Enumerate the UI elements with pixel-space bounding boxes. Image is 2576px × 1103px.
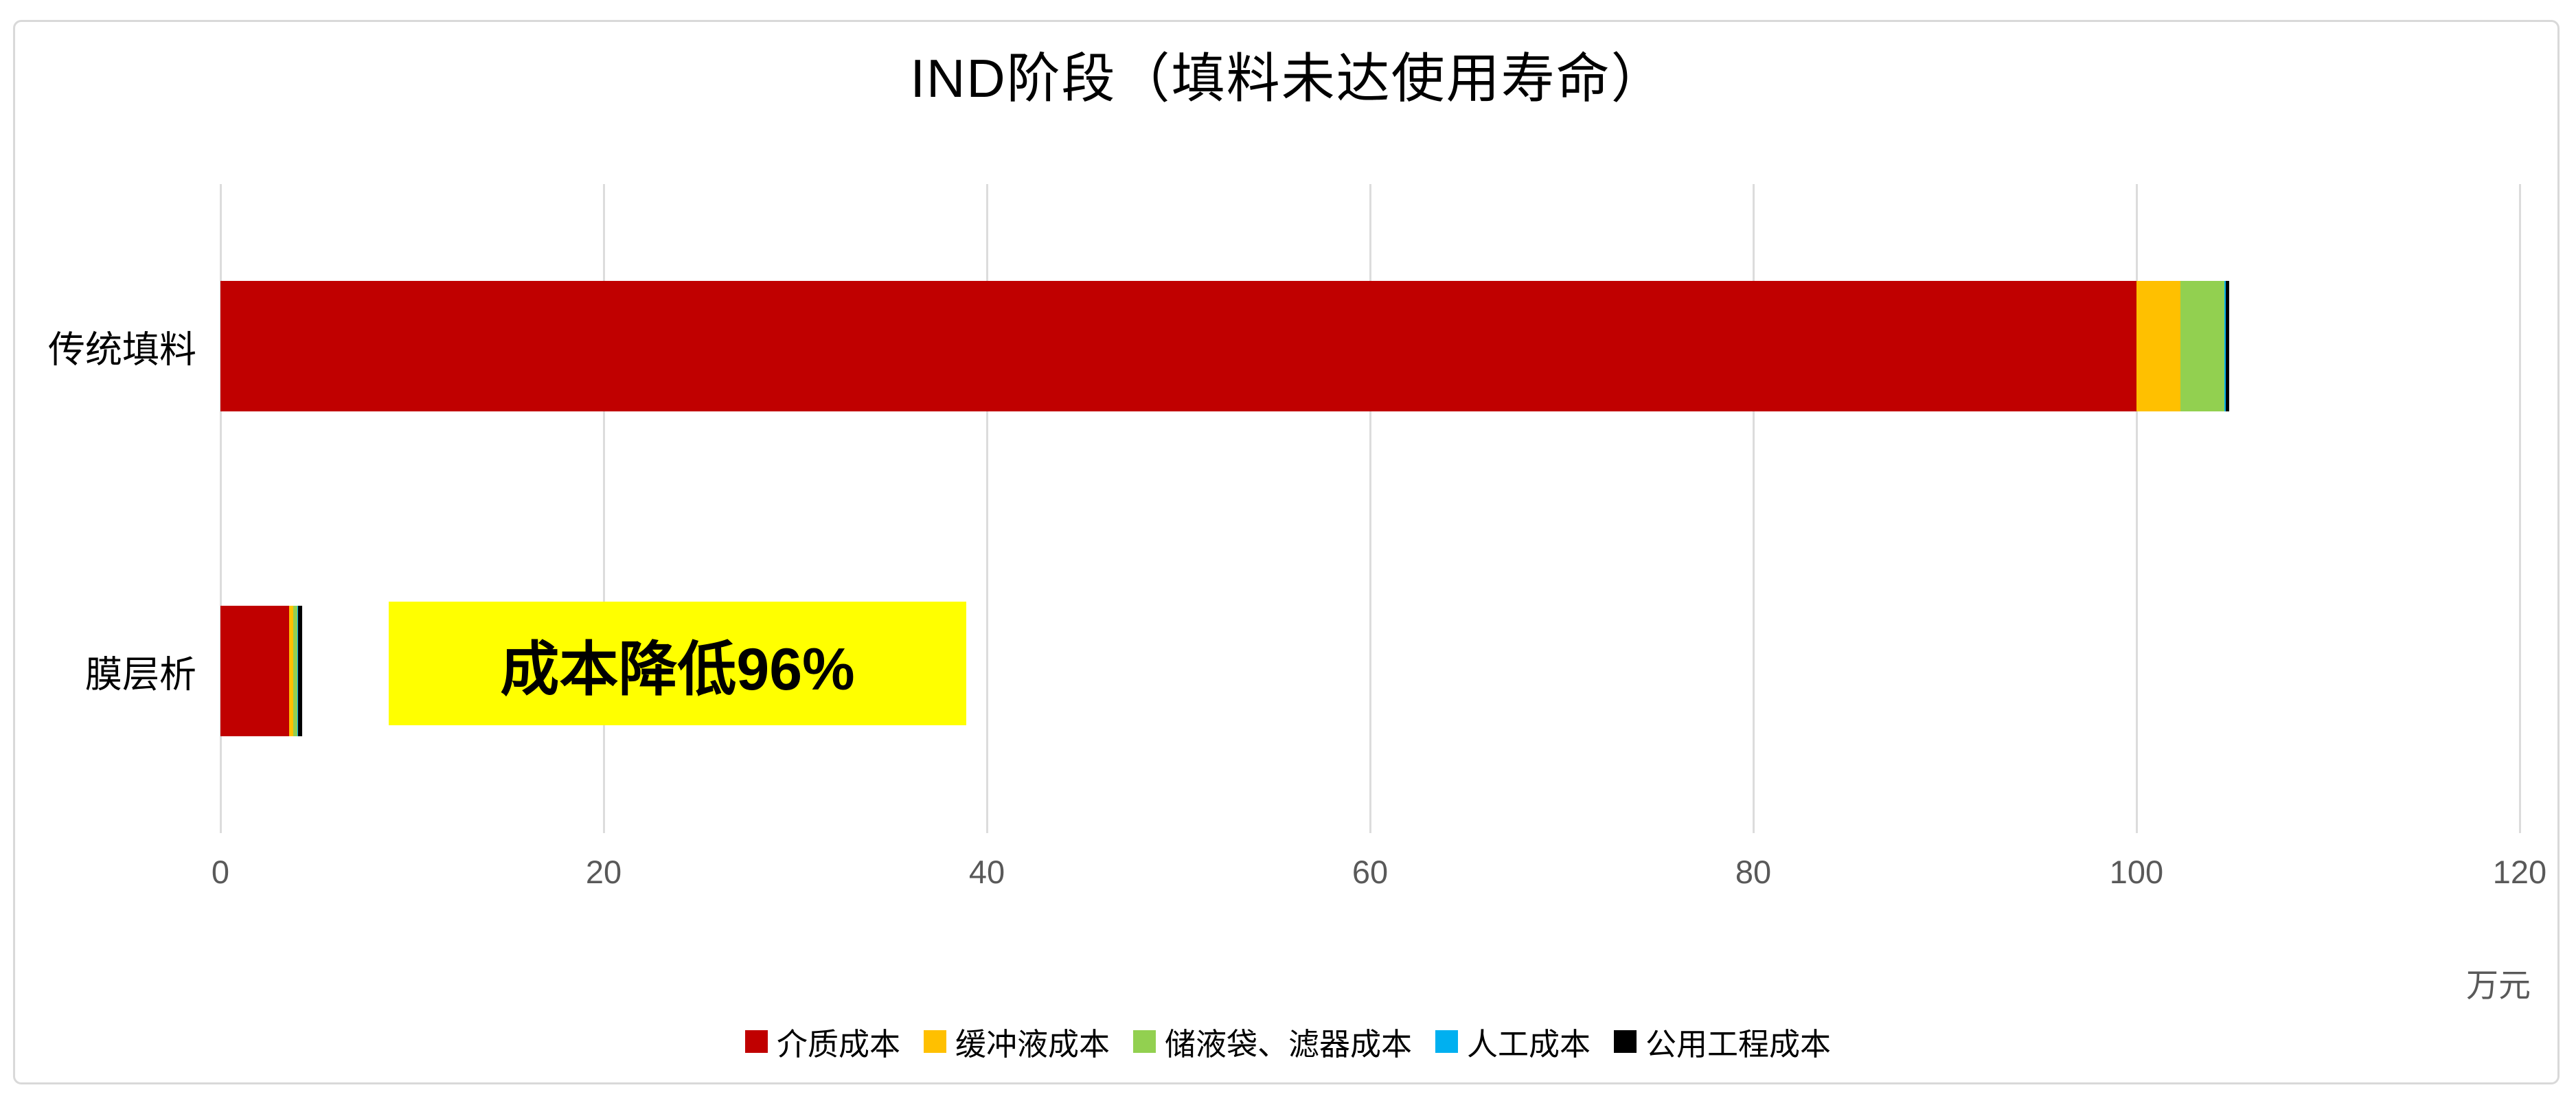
bar-segment-公用工程成本 (2225, 281, 2230, 412)
tick-label-20: 20 (585, 854, 622, 890)
category-label-膜层析: 膜层析 (85, 654, 196, 696)
bar-segment-公用工程成本 (297, 605, 302, 736)
legend-item-公用工程成本: 公用工程成本 (1614, 1019, 1831, 1064)
legend-label: 公用工程成本 (1645, 1026, 1832, 1062)
legend-item-介质成本: 介质成本 (744, 1019, 900, 1064)
tick-label-120: 120 (2492, 854, 2547, 890)
legend-swatch-icon (1614, 1030, 1637, 1053)
legend-swatch-icon (744, 1030, 768, 1053)
bar-segment-缓冲液成本 (289, 605, 294, 736)
tick-label-0: 0 (211, 854, 230, 890)
gridline-100 (2136, 184, 2138, 833)
bar-segment-缓冲液成本 (2136, 281, 2181, 412)
category-label-传统填料: 传统填料 (48, 329, 196, 371)
gridline-80 (1753, 184, 1755, 833)
axis-unit-label: 万元 (2466, 967, 2531, 1003)
legend-item-缓冲液成本: 缓冲液成本 (923, 1019, 1110, 1064)
bar-segment-储液袋、滤器成本 (293, 605, 297, 736)
legend-label: 储液袋、滤器成本 (1164, 1026, 1412, 1062)
bar-segment-人工成本 (297, 605, 298, 736)
bar-传统填料 (220, 281, 2230, 412)
tick-label-100: 100 (2109, 854, 2164, 890)
bar-segment-介质成本 (220, 281, 2136, 412)
legend-swatch-icon (1132, 1030, 1156, 1053)
gridline-120 (2519, 184, 2521, 833)
legend-swatch-icon (1435, 1030, 1458, 1053)
gridline-20 (603, 184, 605, 833)
tick-label-80: 80 (1735, 854, 1772, 890)
legend-item-人工成本: 人工成本 (1435, 1019, 1591, 1064)
legend-swatch-icon (923, 1030, 946, 1053)
chart-title: IND阶段（填料未达使用寿命） (910, 48, 1666, 109)
legend-label: 缓冲液成本 (955, 1026, 1110, 1062)
tick-label-60: 60 (1352, 854, 1389, 890)
cost-reduction-callout: 成本降低96% (389, 602, 966, 725)
tick-label-40: 40 (968, 854, 1005, 890)
bar-segment-储液袋、滤器成本 (2180, 281, 2225, 412)
legend-label: 介质成本 (776, 1026, 900, 1062)
gridline-60 (1369, 184, 1371, 833)
legend-label: 人工成本 (1467, 1026, 1591, 1062)
bar-segment-介质成本 (220, 605, 290, 736)
legend: 介质成本 缓冲液成本 储液袋、滤器成本 人工成本 公用工程成本 (0, 1015, 2576, 1067)
bar-膜层析 (220, 605, 302, 736)
plot-area (220, 184, 2521, 833)
x-axis-ticks: 0 20 40 60 80 100 120 (212, 853, 2546, 901)
gridline-40 (986, 184, 988, 833)
gridline-0 (220, 184, 222, 833)
legend-item-储液袋、滤器成本: 储液袋、滤器成本 (1132, 1019, 1412, 1064)
chart-frame (13, 20, 2560, 1084)
bar-segment-人工成本 (2224, 281, 2226, 412)
category-axis: 传统填料膜层析 (0, 184, 199, 833)
